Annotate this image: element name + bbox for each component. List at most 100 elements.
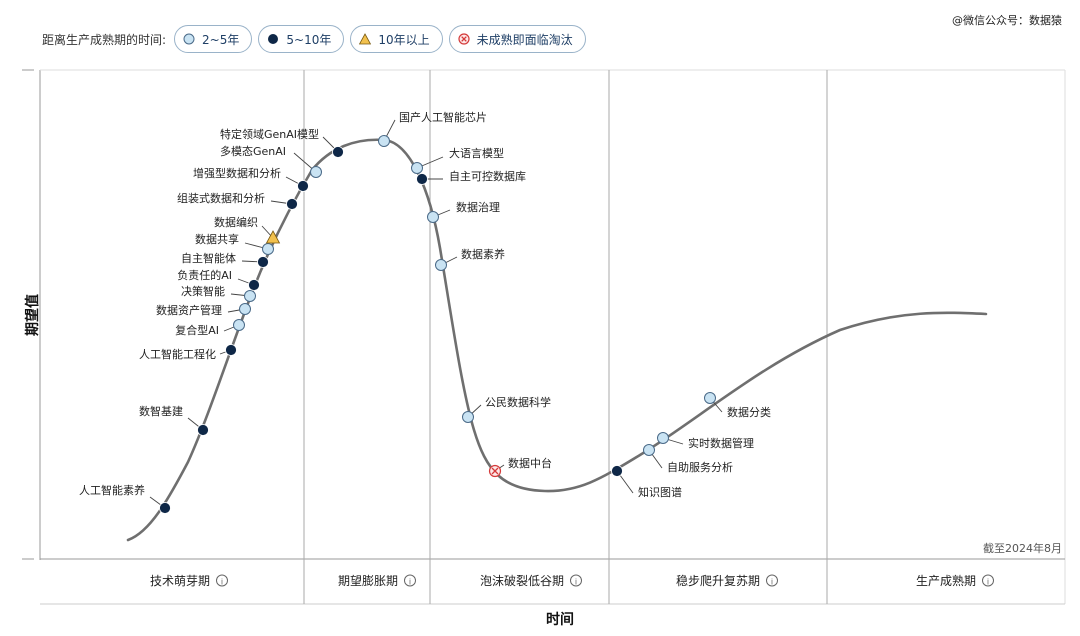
phase-labels: 技术萌芽期 i 期望膨胀期 i 泡沫破裂低谷期 i 稳步爬升复苏期 i 生产成熟期 i [150,573,994,588]
dark-navy-circle-icon [332,146,344,158]
light-blue-circle-icon [427,211,439,223]
point-21[interactable]: 知识图谱 [611,465,683,500]
chart-frame [22,69,1066,605]
phase-label-1[interactable]: 技术萌芽期 i [150,574,228,588]
as-of-note: 截至2024年8月 [983,541,1062,555]
info-icon-glyph: i [771,578,773,587]
x-axis-title: 时间 [546,611,574,628]
point-1[interactable]: 数智基建 [139,404,209,436]
phase-label-text: 生产成熟期 [916,573,976,588]
info-icon [404,574,416,587]
phase-label-3[interactable]: 泡沫破裂低谷期 i [480,573,582,588]
light-blue-circle-icon [244,290,256,302]
point-10[interactable]: 组装式数据和分析 [177,191,298,210]
light-blue-circle-icon [239,303,251,315]
legend-label-2-5-years: 2~5年 [202,32,240,47]
point-label: 国产人工智能芯片 [399,110,487,124]
info-icon [982,574,994,587]
legend-item-obsolete[interactable]: 未成熟即面临淘汰 [448,25,586,53]
point-6[interactable]: 负责任的AI [177,268,260,291]
light-blue-circle-icon [411,162,423,174]
red-x-circle-icon [458,33,470,45]
point-16[interactable]: 自主可控数据库 [416,169,527,185]
point-label: 人工智能素养 [79,483,145,497]
point-14[interactable]: 国产人工智能芯片 [378,110,488,147]
y-axis-title: 期望值 [24,294,41,336]
point-15[interactable]: 大语言模型 [411,146,505,174]
light-blue-circle-icon [262,243,274,255]
point-label: 数据分类 [727,405,771,419]
legend-item-10-plus-years[interactable]: 10年以上 [350,25,443,53]
point-label: 数据编织 [214,215,258,229]
point-4[interactable]: 数据资产管理 [156,303,251,317]
phase-dividers [303,70,828,604]
point-20[interactable]: 数据中台 [488,456,553,478]
technology-points: 人工智能素养 数智基建 人工智能工程化 复合型AI 数据资产管理 决策智能 负责任的AI 自主… [79,110,771,514]
x-mark [491,467,499,475]
dark-navy-circle-icon [257,256,269,268]
point-label: 数据治理 [456,200,500,214]
point-label: 实时数据管理 [688,436,754,450]
point-0[interactable]: 人工智能素养 [79,483,171,514]
point-label: 自助服务分析 [667,460,733,474]
point-11[interactable]: 增强型数据和分析 [193,166,309,192]
point-7[interactable]: 自主智能体 [181,251,269,268]
point-2[interactable]: 人工智能工程化 [139,344,237,362]
point-label: 知识图谱 [638,485,682,499]
yellow-triangle-icon [359,33,372,45]
phase-label-text: 泡沫破裂低谷期 [480,573,564,588]
light-blue-circle-icon [657,432,669,444]
light-blue-circle-icon [233,319,245,331]
point-label: 复合型AI [175,323,219,337]
point-label: 大语言模型 [449,146,504,160]
point-label: 增强型数据和分析 [193,166,281,180]
dark-navy-circle-icon [297,180,309,192]
yellow-triangle-icon [265,230,281,244]
point-label: 特定领域GenAI模型 [220,127,319,141]
dark-navy-circle-icon [611,465,623,477]
point-label: 人工智能工程化 [139,347,216,361]
point-13[interactable]: 特定领域GenAI模型 [220,127,344,158]
point-8[interactable]: 数据共享 [195,232,274,255]
point-5[interactable]: 决策智能 [181,284,256,302]
point-19[interactable]: 公民数据科学 [462,395,552,423]
point-23[interactable]: 实时数据管理 [657,432,755,451]
point-17[interactable]: 数据治理 [427,200,501,223]
point-12[interactable]: 多模态GenAI [220,144,322,178]
point-3[interactable]: 复合型AI [175,319,245,338]
point-22[interactable]: 自助服务分析 [643,444,734,475]
phase-label-text: 技术萌芽期 [150,574,210,588]
light-blue-circle-icon [643,444,655,456]
dark-navy-circle-icon [268,34,279,44]
point-label: 公民数据科学 [485,395,551,409]
point-label: 决策智能 [181,284,225,298]
dark-navy-circle-icon [416,173,428,185]
point-label: 组装式数据和分析 [177,191,265,205]
phase-label-2[interactable]: 期望膨胀期 i [338,574,416,588]
dark-navy-circle-icon [197,424,209,436]
dark-navy-circle-icon [248,279,260,291]
point-18[interactable]: 数据素养 [435,247,506,271]
phase-label-5[interactable]: 生产成熟期 i [916,573,994,588]
light-blue-circle-icon [183,33,195,45]
info-icon-glyph: i [987,578,989,587]
info-icon [216,574,228,587]
phase-label-text: 稳步爬升复苏期 [676,573,760,588]
legend: 距离生产成熟期的时间: 2~5年 5~10年 10年以上 未成熟即面临淘汰 [42,24,586,54]
point-label: 自主智能体 [181,251,236,265]
point-9[interactable]: 数据编织 [214,215,281,244]
point-24[interactable]: 数据分类 [704,392,772,420]
point-label: 多模态GenAI [220,144,286,158]
legend-label-10-plus-years: 10年以上 [378,32,430,47]
light-blue-circle-icon [704,392,716,404]
legend-item-2-5-years[interactable]: 2~5年 [174,25,253,53]
legend-item-5-10-years[interactable]: 5~10年 [258,25,345,53]
legend-label-obsolete: 未成熟即面临淘汰 [476,32,573,47]
legend-title: 距离生产成熟期的时间: [42,32,167,47]
light-blue-circle-icon [378,135,390,147]
info-icon-glyph: i [221,578,223,587]
info-icon-glyph: i [575,578,577,587]
legend-label-5-10-years: 5~10年 [286,32,332,47]
dark-navy-circle-icon [225,344,237,356]
phase-label-4[interactable]: 稳步爬升复苏期 i [676,573,778,588]
